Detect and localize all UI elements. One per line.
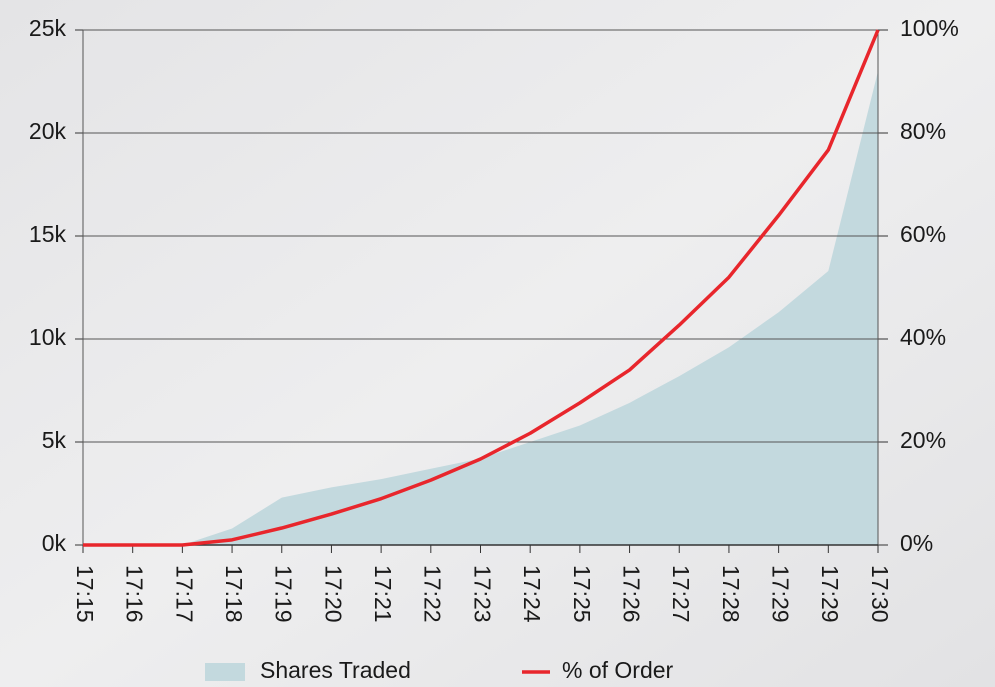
x-tick-label: 17:20: [320, 565, 346, 623]
y2-tick-label: 40%: [900, 324, 946, 350]
x-tick-label: 17:30: [867, 565, 893, 623]
y-tick-label: 5k: [42, 427, 67, 453]
y-tick-label: 0k: [42, 530, 67, 556]
legend-swatch: [205, 663, 245, 681]
y2-tick-label: 0%: [900, 530, 933, 556]
legend-label: Shares Traded: [260, 657, 411, 683]
x-tick-label: 17:19: [271, 565, 297, 623]
x-tick-label: 17:16: [122, 565, 148, 623]
x-tick-label: 17:29: [768, 565, 794, 623]
x-tick-label: 17:24: [519, 565, 545, 623]
line: [83, 29, 880, 547]
y-tick-label: 20k: [29, 118, 67, 144]
y2-tick-label: 80%: [900, 118, 946, 144]
x-tick-label: 17:18: [221, 565, 247, 623]
y-tick-label: 15k: [29, 221, 67, 247]
x-tick-label: 17:28: [718, 565, 744, 623]
x-tick-label: 17:22: [420, 565, 446, 623]
x-tick-label: 17:25: [569, 565, 595, 623]
area: [83, 71, 878, 545]
y-tick-label: 10k: [29, 324, 67, 350]
legend-label: % of Order: [562, 657, 674, 683]
x-tick-label: 17:26: [618, 565, 644, 623]
y2-tick-label: 20%: [900, 427, 946, 453]
x-tick-label: 17:15: [72, 565, 98, 623]
x-tick-label: 17:29: [817, 565, 843, 623]
x-tick-label: 17:27: [668, 565, 694, 623]
x-tick-label: 17:17: [171, 565, 197, 623]
x-tick-label: 17:21: [370, 565, 396, 623]
x-tick-label: 17:23: [469, 565, 495, 623]
y2-tick-label: 60%: [900, 221, 946, 247]
y2-tick-label: 100%: [900, 15, 959, 41]
y-tick-label: 25k: [29, 15, 67, 41]
